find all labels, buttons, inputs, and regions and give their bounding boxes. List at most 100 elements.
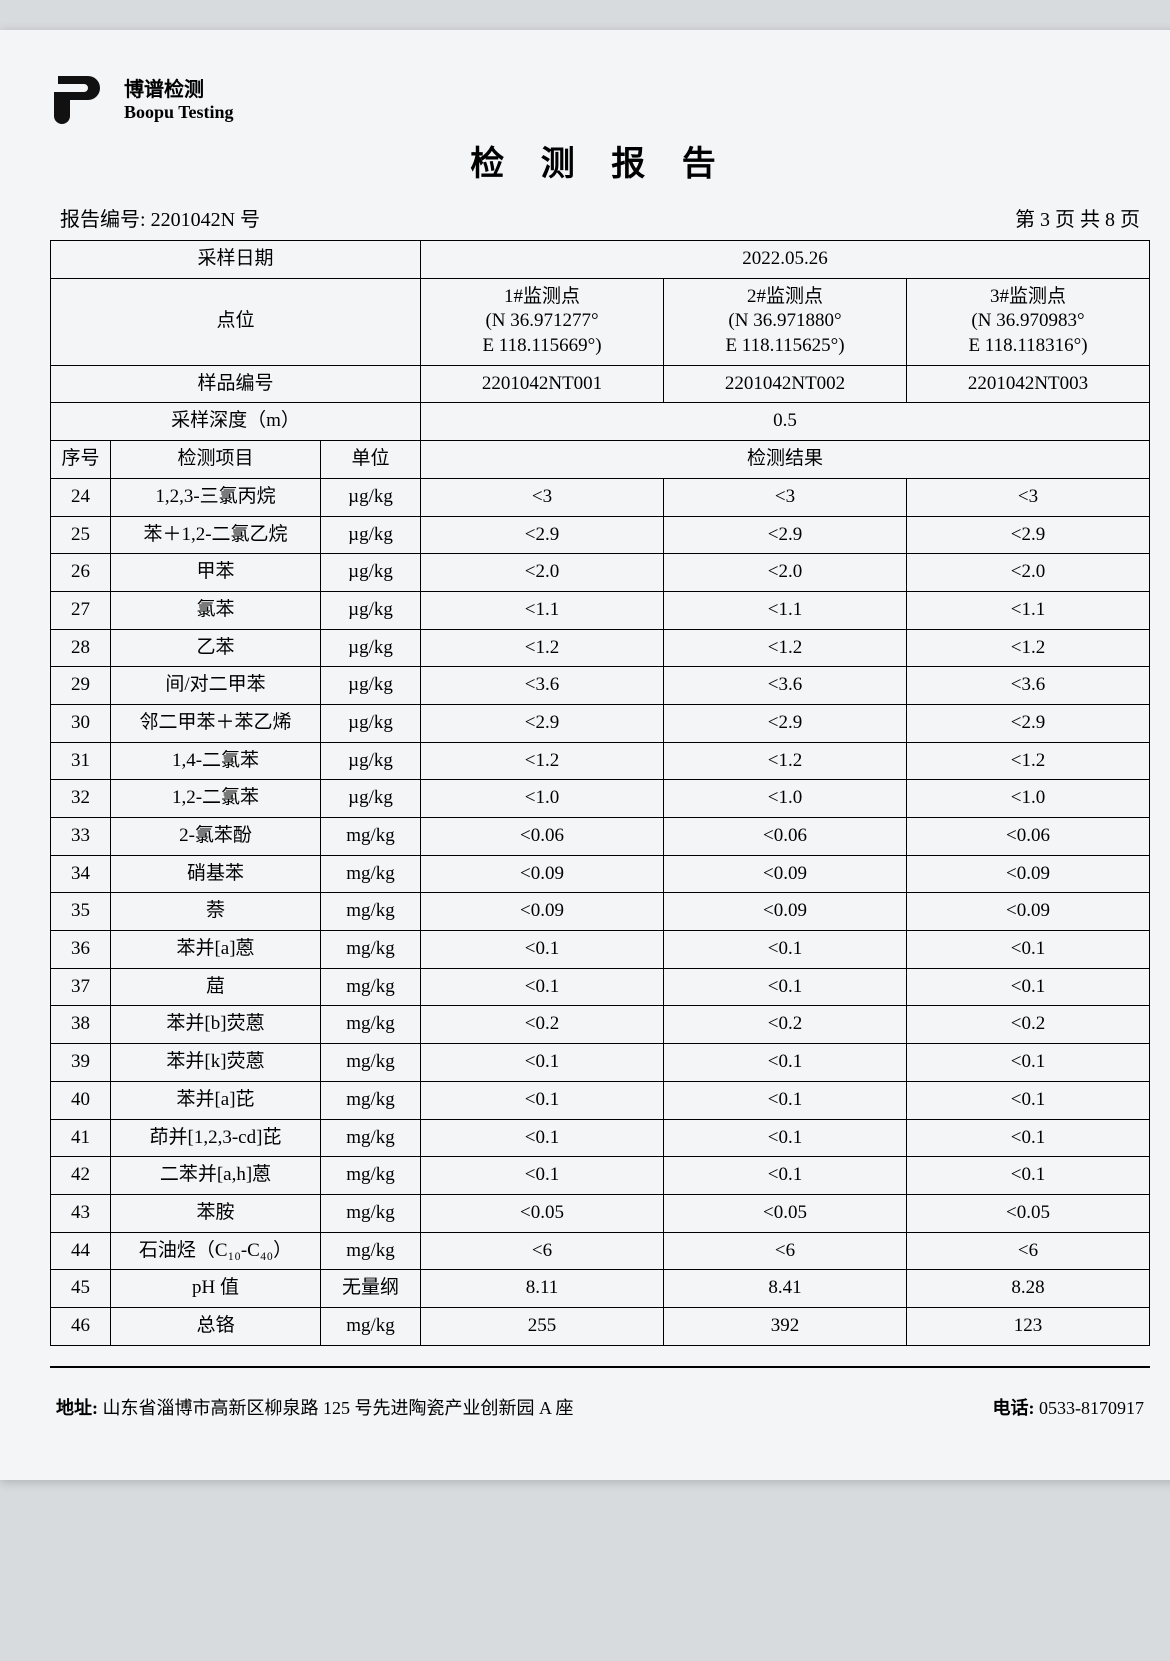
cell-result-1: <0.1 — [421, 931, 664, 969]
cell-seq: 36 — [51, 931, 111, 969]
cell-result-1: 255 — [421, 1307, 664, 1345]
cell-unit: mg/kg — [321, 968, 421, 1006]
cell-item: 乙苯 — [111, 629, 321, 667]
cell-unit: µg/kg — [321, 516, 421, 554]
table-row: 45pH 值无量纲8.118.418.28 — [51, 1270, 1150, 1308]
cell-seq: 46 — [51, 1307, 111, 1345]
cell-unit: mg/kg — [321, 1119, 421, 1157]
cell-result-2: <1.2 — [664, 742, 907, 780]
cell-result-1: <3.6 — [421, 667, 664, 705]
footer: 地址: 山东省淄博市高新区柳泉路 125 号先进陶瓷产业创新园 A 座 电话: … — [50, 1394, 1150, 1420]
cell-item: 氯苯 — [111, 591, 321, 629]
cell-result-3: <0.1 — [907, 1044, 1150, 1082]
cell-seq: 42 — [51, 1157, 111, 1195]
results-table: 采样日期 2022.05.26 点位 1#监测点 (N 36.971277° E… — [50, 240, 1150, 1346]
cell-result-3: 123 — [907, 1307, 1150, 1345]
footer-rule — [50, 1366, 1150, 1368]
cell-result-2: <1.0 — [664, 780, 907, 818]
cell-unit: µg/kg — [321, 742, 421, 780]
cell-result-2: 392 — [664, 1307, 907, 1345]
cell-seq: 28 — [51, 629, 111, 667]
cell-item: 2-氯苯酚 — [111, 818, 321, 856]
footer-phone: 电话: 0533-8170917 — [993, 1394, 1145, 1420]
sample-date-label: 采样日期 — [51, 241, 421, 279]
meta-row: 报告编号: 2201042N 号 第 3 页 共 8 页 — [60, 203, 1140, 232]
cell-result-3: <0.09 — [907, 893, 1150, 931]
cell-seq: 44 — [51, 1232, 111, 1270]
cell-result-3: <0.2 — [907, 1006, 1150, 1044]
table-row: 321,2-二氯苯µg/kg<1.0<1.0<1.0 — [51, 780, 1150, 818]
report-page: 博谱检测 Boopu Testing 检 测 报 告 报告编号: 2201042… — [0, 30, 1170, 1480]
sample-no-2: 2201042NT002 — [664, 365, 907, 403]
cell-item: 二苯并[a,h]蒽 — [111, 1157, 321, 1195]
cell-result-3: <2.9 — [907, 704, 1150, 742]
cell-result-2: <6 — [664, 1232, 907, 1270]
cell-result-3: <0.1 — [907, 1157, 1150, 1195]
cell-result-3: <0.06 — [907, 818, 1150, 856]
cell-seq: 34 — [51, 855, 111, 893]
cell-item: 苯＋1,2-二氯乙烷 — [111, 516, 321, 554]
cell-result-1: <1.1 — [421, 591, 664, 629]
table-row: 38苯并[b]荧蒽mg/kg<0.2<0.2<0.2 — [51, 1006, 1150, 1044]
sample-no-label: 样品编号 — [51, 365, 421, 403]
point-3: 3#监测点 (N 36.970983° E 118.118316°) — [907, 278, 1150, 365]
sample-date-value: 2022.05.26 — [421, 241, 1150, 279]
col-seq: 序号 — [51, 441, 111, 479]
cell-result-1: <0.1 — [421, 1044, 664, 1082]
cell-result-2: <0.1 — [664, 968, 907, 1006]
cell-seq: 32 — [51, 780, 111, 818]
document-title: 检 测 报 告 — [50, 136, 1150, 185]
table-row: 43苯胺mg/kg<0.05<0.05<0.05 — [51, 1194, 1150, 1232]
cell-seq: 25 — [51, 516, 111, 554]
row-points: 点位 1#监测点 (N 36.971277° E 118.115669°) 2#… — [51, 278, 1150, 365]
cell-result-2: <0.1 — [664, 931, 907, 969]
cell-unit: mg/kg — [321, 1307, 421, 1345]
cell-result-2: <2.9 — [664, 516, 907, 554]
cell-unit: mg/kg — [321, 893, 421, 931]
row-depth: 采样深度（m） 0.5 — [51, 403, 1150, 441]
cell-result-1: <0.06 — [421, 818, 664, 856]
cell-seq: 35 — [51, 893, 111, 931]
row-sample-no: 样品编号 2201042NT001 2201042NT002 2201042NT… — [51, 365, 1150, 403]
cell-result-1: <1.2 — [421, 742, 664, 780]
cell-unit: mg/kg — [321, 855, 421, 893]
row-sample-date: 采样日期 2022.05.26 — [51, 241, 1150, 279]
cell-result-1: <0.2 — [421, 1006, 664, 1044]
cell-unit: mg/kg — [321, 1194, 421, 1232]
cell-result-2: <0.1 — [664, 1119, 907, 1157]
cell-result-1: <0.1 — [421, 1119, 664, 1157]
cell-result-3: <0.1 — [907, 1081, 1150, 1119]
cell-unit: mg/kg — [321, 1006, 421, 1044]
cell-result-2: <3 — [664, 478, 907, 516]
cell-item: 苯并[b]荧蒽 — [111, 1006, 321, 1044]
cell-result-2: <0.09 — [664, 893, 907, 931]
cell-item: 苯并[a]芘 — [111, 1081, 321, 1119]
cell-result-3: <1.2 — [907, 629, 1150, 667]
cell-seq: 24 — [51, 478, 111, 516]
cell-result-1: <6 — [421, 1232, 664, 1270]
cell-unit: mg/kg — [321, 1157, 421, 1195]
cell-item: 间/对二甲苯 — [111, 667, 321, 705]
cell-result-2: <1.1 — [664, 591, 907, 629]
report-number: 报告编号: 2201042N 号 — [60, 203, 260, 232]
cell-unit: mg/kg — [321, 931, 421, 969]
cell-result-1: <1.0 — [421, 780, 664, 818]
table-row: 44石油烃（C₁₀-C₄₀）mg/kg<6<6<6 — [51, 1232, 1150, 1270]
cell-result-3: <0.1 — [907, 968, 1150, 1006]
cell-unit: mg/kg — [321, 1044, 421, 1082]
footer-address: 地址: 山东省淄博市高新区柳泉路 125 号先进陶瓷产业创新园 A 座 — [56, 1394, 574, 1420]
cell-result-1: <0.1 — [421, 968, 664, 1006]
cell-result-3: <0.1 — [907, 1119, 1150, 1157]
cell-result-3: <1.0 — [907, 780, 1150, 818]
cell-item: pH 值 — [111, 1270, 321, 1308]
cell-item: 茚并[1,2,3-cd]芘 — [111, 1119, 321, 1157]
cell-seq: 26 — [51, 554, 111, 592]
table-row: 332-氯苯酚mg/kg<0.06<0.06<0.06 — [51, 818, 1150, 856]
table-row: 34硝基苯mg/kg<0.09<0.09<0.09 — [51, 855, 1150, 893]
cell-seq: 31 — [51, 742, 111, 780]
logo-row: 博谱检测 Boopu Testing — [50, 70, 1150, 126]
cell-seq: 45 — [51, 1270, 111, 1308]
cell-seq: 39 — [51, 1044, 111, 1082]
table-row: 46总铬mg/kg255392123 — [51, 1307, 1150, 1345]
cell-result-3: 8.28 — [907, 1270, 1150, 1308]
